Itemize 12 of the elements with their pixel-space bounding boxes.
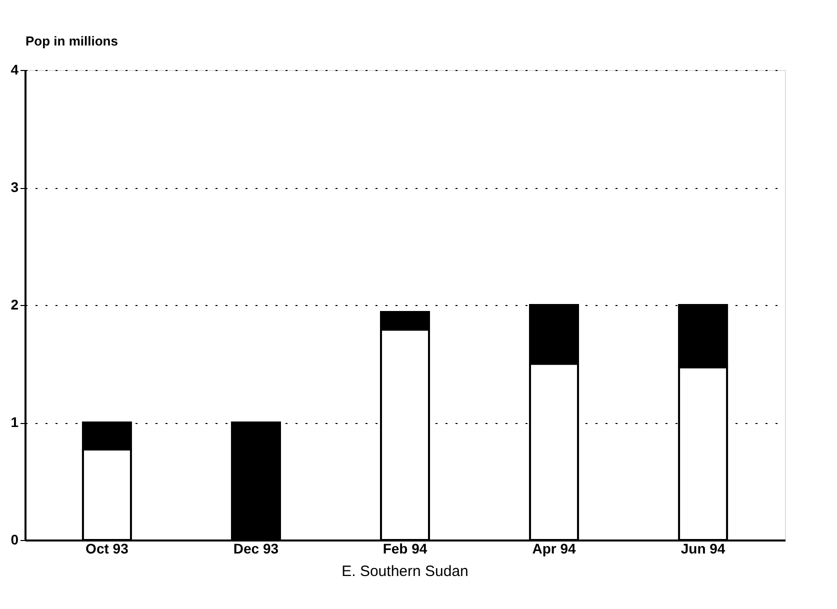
x-tick-label: Dec 93	[233, 540, 279, 556]
y-tick-label: 1	[10, 414, 19, 430]
y-tick-label: 0	[10, 532, 19, 548]
y-tick-label: 4	[10, 62, 19, 78]
text: E. Southern Sudan	[342, 563, 468, 580]
x-tick-label: Feb 94	[382, 540, 428, 556]
x-tick-label: Oct 93	[86, 540, 129, 556]
y-tick-label: 2	[10, 296, 19, 312]
x-tick-label: Jun 94	[680, 540, 726, 556]
y-tick-label: 3	[10, 179, 19, 195]
y-axis-title: Pop in millions	[26, 34, 118, 48]
x-tick-label: Apr 94	[532, 540, 576, 556]
